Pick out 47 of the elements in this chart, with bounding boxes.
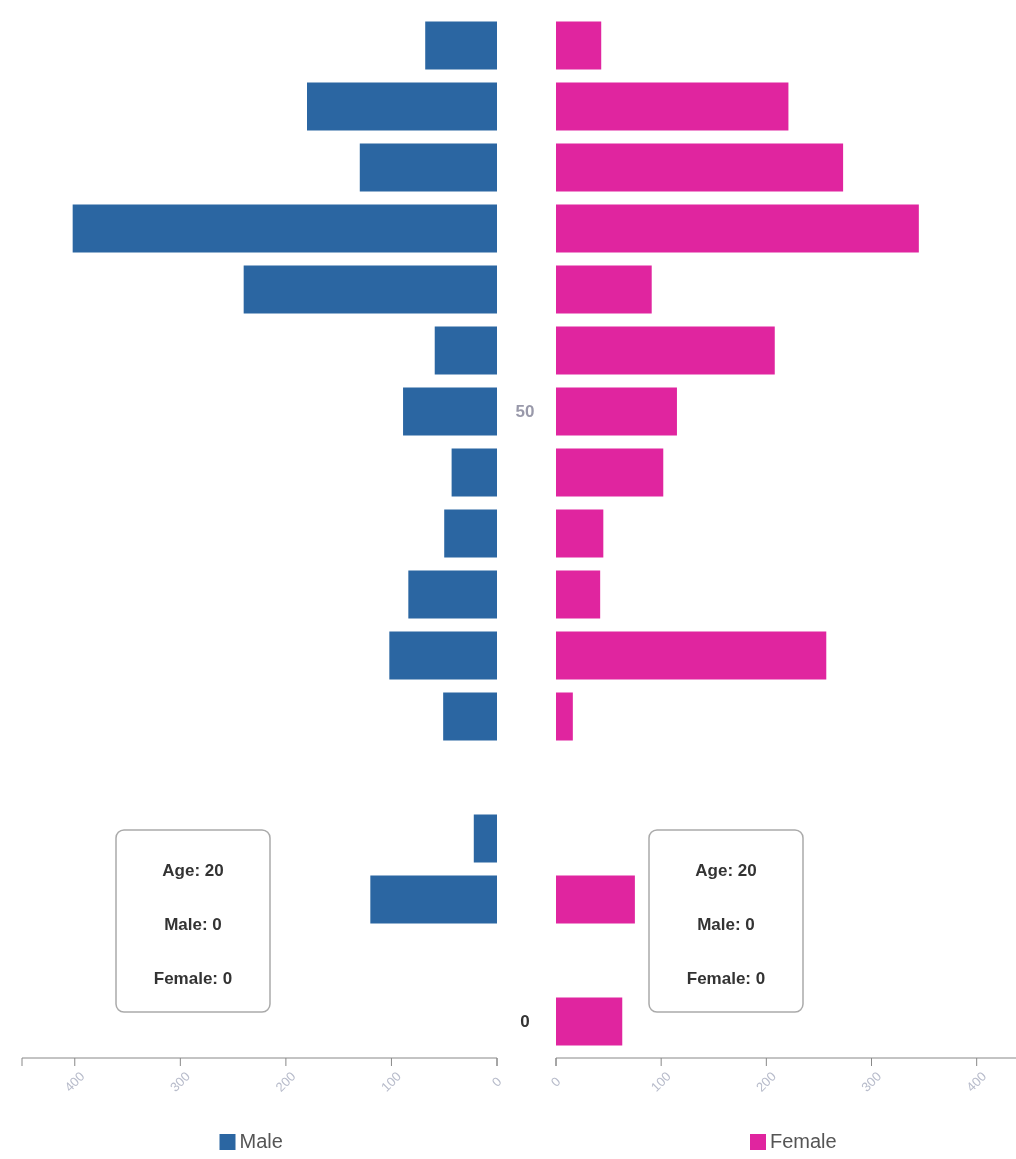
bar <box>403 387 497 436</box>
bar <box>556 692 573 741</box>
bar <box>556 875 635 924</box>
x-tick-label: 300 <box>858 1068 885 1095</box>
legend-label: Male <box>239 1130 283 1152</box>
bar <box>556 326 775 375</box>
bar <box>451 448 497 497</box>
x-tick-label: 0 <box>547 1073 564 1090</box>
bar <box>425 21 497 70</box>
bar <box>443 692 497 741</box>
bar <box>434 326 497 375</box>
x-tick-label: 200 <box>753 1068 779 1095</box>
bar <box>408 570 497 619</box>
bar <box>307 82 497 131</box>
bar <box>444 509 497 558</box>
bar <box>556 509 604 558</box>
bar <box>556 143 844 192</box>
bar <box>556 570 601 619</box>
annotation: Female: 0 <box>153 969 233 988</box>
bar <box>556 265 652 314</box>
bar <box>243 265 497 314</box>
bar <box>473 814 497 863</box>
legend-label: Female <box>770 1130 837 1152</box>
x-tick-label: 400 <box>61 1068 88 1095</box>
y-tick-label: 50 <box>515 402 535 422</box>
x-tick-label: 100 <box>378 1068 405 1095</box>
x-tick-label: 200 <box>272 1068 299 1095</box>
bar <box>556 82 789 131</box>
bar <box>556 21 602 70</box>
bar <box>556 631 827 680</box>
bar <box>556 387 677 436</box>
x-tick-label: 100 <box>647 1068 674 1095</box>
x-tick-label: 0 <box>488 1073 505 1090</box>
x-tick-label: 400 <box>963 1068 990 1095</box>
annotation: Male: 0 <box>697 915 755 934</box>
bar <box>72 204 497 253</box>
bar <box>556 448 664 497</box>
bar <box>556 997 623 1046</box>
annotation: Male: 0 <box>164 915 222 934</box>
x-tick-label: 300 <box>167 1068 193 1095</box>
bar <box>359 143 497 192</box>
bar <box>389 631 497 680</box>
bar <box>370 875 497 924</box>
annotation: Age: 20 <box>695 861 757 880</box>
bar <box>556 204 919 253</box>
annotation: Age: 20 <box>162 861 224 880</box>
annotation: Female: 0 <box>686 969 766 988</box>
